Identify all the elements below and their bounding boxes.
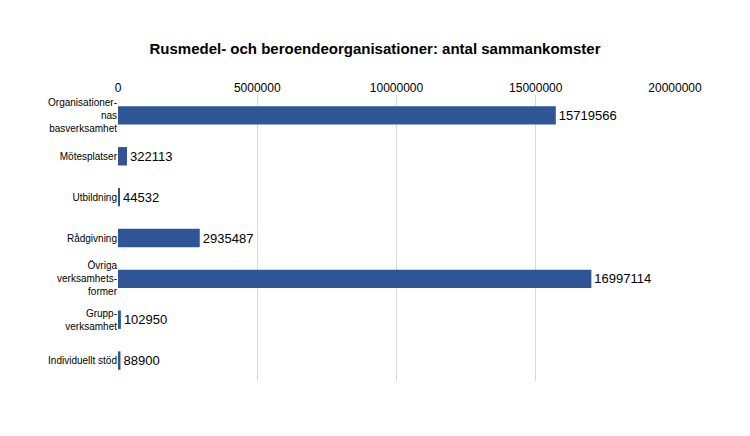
svg-text:Organisationer-nasbasverksamhe: Organisationer-nasbasverksamhet xyxy=(48,97,117,134)
svg-text:0: 0 xyxy=(115,81,122,95)
svg-text:20000000: 20000000 xyxy=(648,81,702,95)
svg-text:Grupp-verksamhet: Grupp-verksamhet xyxy=(65,308,117,332)
svg-text:Rusmedel- och beroendeorganisa: Rusmedel- och beroendeorganisationer: an… xyxy=(150,40,601,57)
svg-text:102950: 102950 xyxy=(124,312,167,327)
svg-text:15719566: 15719566 xyxy=(559,108,617,123)
svg-text:15000000: 15000000 xyxy=(509,81,563,95)
svg-text:Utbildning: Utbildning xyxy=(73,192,117,203)
svg-text:Rådgivning: Rådgivning xyxy=(67,233,117,244)
svg-text:Individuellt stöd: Individuellt stöd xyxy=(48,355,117,366)
svg-text:44532: 44532 xyxy=(123,190,159,205)
svg-text:88900: 88900 xyxy=(123,353,159,368)
svg-text:16997114: 16997114 xyxy=(594,271,651,286)
svg-text:Övrigaverksamhets-former: Övrigaverksamhets-former xyxy=(57,260,118,297)
svg-text:10000000: 10000000 xyxy=(370,81,424,95)
svg-text:322113: 322113 xyxy=(130,149,172,164)
svg-text:Mötesplatser: Mötesplatser xyxy=(60,151,118,162)
svg-text:2935487: 2935487 xyxy=(203,231,254,246)
svg-text:5000000: 5000000 xyxy=(234,81,281,95)
